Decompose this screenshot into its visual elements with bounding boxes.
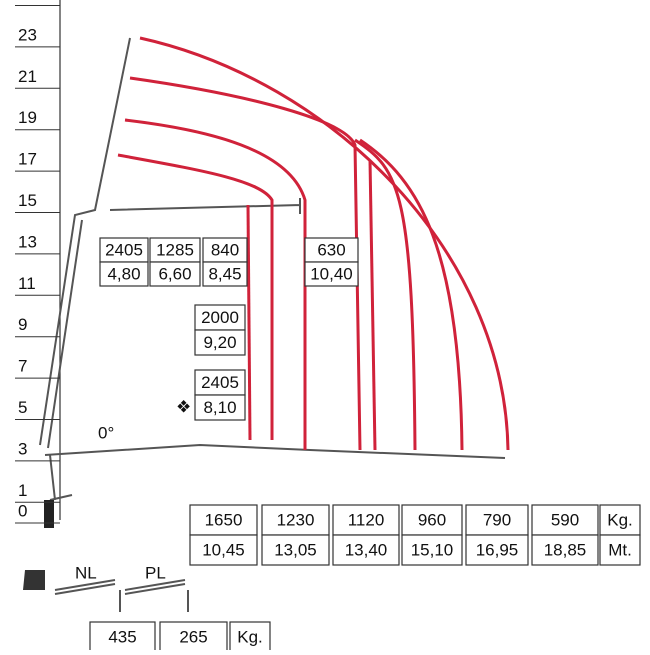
scale-label: 13: [18, 232, 37, 251]
load-value: 1230: [277, 510, 315, 529]
range-curve: [124, 118, 307, 450]
scale-label: 1: [18, 481, 27, 500]
unit-label: Mt.: [608, 540, 632, 559]
reach-value: 15,10: [411, 540, 454, 559]
range-curve: [129, 76, 362, 451]
reach-value: 9,20: [203, 333, 236, 352]
box: [465, 534, 529, 566]
reach-value: 6,60: [158, 264, 191, 283]
box: [194, 329, 246, 356]
box: [401, 534, 463, 566]
box: [202, 261, 248, 287]
box: [531, 534, 599, 566]
reach-value: 10,40: [310, 264, 353, 283]
box: [599, 504, 641, 536]
box: [99, 237, 149, 263]
scale-label: 3: [18, 439, 27, 458]
load-value: 1285: [156, 240, 194, 259]
scale-label: 17: [18, 150, 37, 169]
box: [194, 369, 246, 396]
reach-value: 10,45: [202, 540, 245, 559]
load-value: 590: [551, 510, 579, 529]
unit-label: Kg.: [607, 510, 633, 529]
box: [332, 534, 400, 566]
load-value: 2405: [201, 373, 239, 392]
box: [194, 394, 246, 421]
scale-label: 7: [18, 357, 27, 376]
box: [465, 504, 529, 536]
box: [194, 304, 246, 331]
truck-icon: [23, 570, 45, 590]
reach-value: 8,45: [208, 264, 241, 283]
range-curve: [368, 159, 377, 451]
scale-label: 5: [18, 398, 27, 417]
reach-value: 4,80: [107, 264, 140, 283]
scale-label: 23: [18, 25, 37, 44]
range-curve: [246, 204, 252, 441]
angle-label: 0°: [98, 423, 114, 442]
load-value: 840: [211, 240, 239, 259]
box: [332, 504, 400, 536]
load-value: 2405: [105, 240, 143, 259]
box: [99, 261, 149, 287]
load-value: 790: [483, 510, 511, 529]
range-curve: [354, 138, 417, 451]
range-curve: [359, 138, 464, 451]
extension-label: PL: [145, 563, 166, 582]
box: [304, 261, 359, 287]
box: [202, 237, 248, 263]
crane-base: [44, 500, 54, 528]
reach-value: 8,10: [203, 398, 236, 417]
load-value: 960: [418, 510, 446, 529]
load-value: 630: [317, 240, 345, 259]
box: [89, 621, 156, 653]
scale-label: 19: [18, 108, 37, 127]
box: [189, 534, 258, 566]
range-curve: [117, 153, 274, 440]
scale-label: 21: [18, 67, 37, 86]
box: [261, 534, 330, 566]
box: [599, 534, 641, 566]
extension-label: NL: [75, 563, 97, 582]
reach-value: 13,40: [345, 540, 388, 559]
scale-label: 0: [18, 501, 27, 520]
box: [189, 504, 258, 536]
load-value: 435: [108, 627, 136, 646]
scale-label: 25: [18, 0, 37, 3]
load-value: 2000: [201, 308, 239, 327]
scale-label: 11: [18, 274, 36, 293]
box: [159, 621, 228, 653]
unit-label: Kg.: [237, 627, 263, 646]
load-value: 265: [179, 627, 207, 646]
scale-label: 15: [18, 191, 37, 210]
reach-value: 13,05: [274, 540, 317, 559]
scale-label: 9: [18, 315, 27, 334]
crane-drawing: ❖: [23, 0, 510, 612]
box: [149, 261, 201, 287]
load-value: 1650: [205, 510, 243, 529]
reach-value: 18,85: [544, 540, 587, 559]
reach-value: 16,95: [476, 540, 519, 559]
move-icon: ❖: [176, 397, 191, 416]
load-value: 1120: [348, 510, 385, 529]
